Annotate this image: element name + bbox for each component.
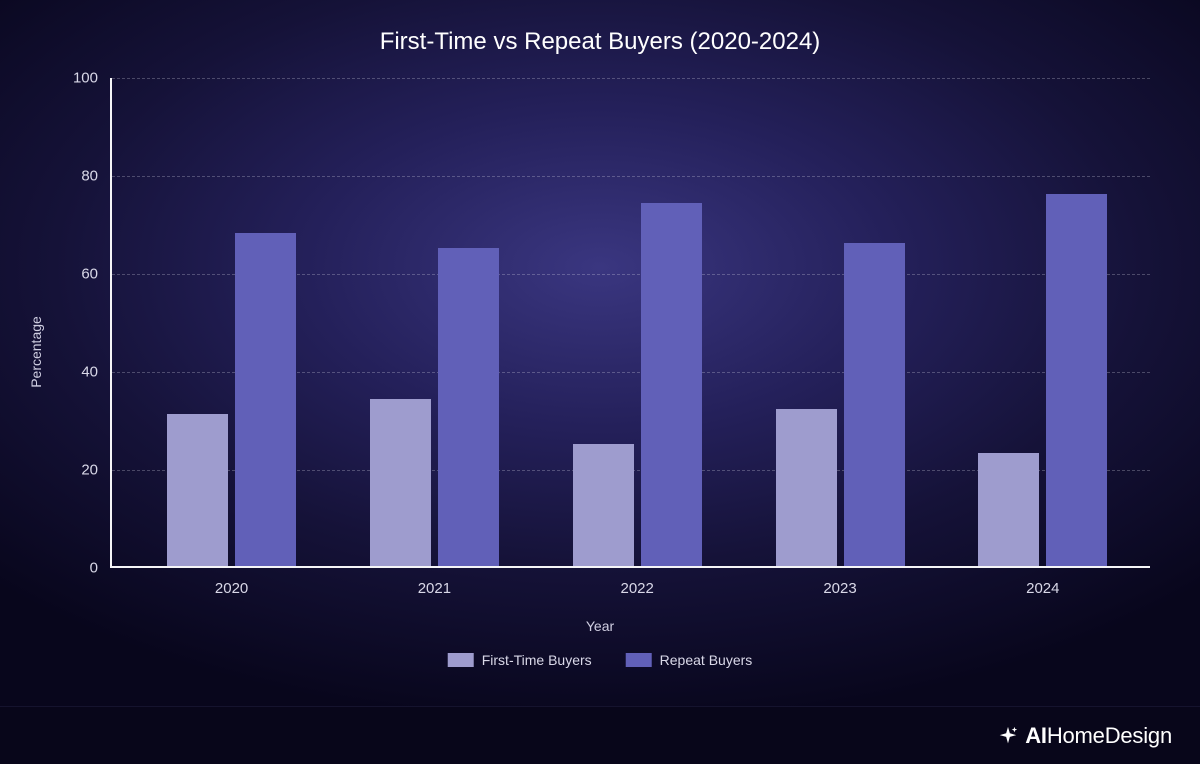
bar-repeat <box>641 203 702 566</box>
legend-label: Repeat Buyers <box>660 652 753 668</box>
bar-group: 2024 <box>978 78 1107 566</box>
bar-first-time <box>776 409 837 566</box>
legend: First-Time Buyers Repeat Buyers <box>448 652 753 668</box>
bar-first-time <box>167 414 228 566</box>
y-tick-label: 0 <box>90 560 112 577</box>
brand-text: AIHomeDesign <box>1025 723 1172 749</box>
x-tick-label: 2021 <box>418 566 451 597</box>
footer-bar: AIHomeDesign <box>0 706 1200 764</box>
legend-item-repeat: Repeat Buyers <box>626 652 753 668</box>
x-tick-label: 2024 <box>1026 566 1059 597</box>
bar-first-time <box>573 444 634 567</box>
bar-group: 2023 <box>776 78 905 566</box>
bar-repeat <box>844 243 905 566</box>
y-tick-label: 80 <box>81 168 112 185</box>
bar-first-time <box>978 453 1039 566</box>
x-tick-label: 2023 <box>823 566 856 597</box>
x-axis-label: Year <box>586 618 614 634</box>
y-tick-label: 20 <box>81 462 112 479</box>
plot-area: 02040608010020202021202220232024 <box>110 78 1150 568</box>
bar-repeat <box>438 248 499 567</box>
y-tick-label: 60 <box>81 266 112 283</box>
brand-text-ai: AI <box>1025 723 1047 748</box>
legend-item-first-time: First-Time Buyers <box>448 652 592 668</box>
brand-text-home: Home <box>1047 723 1105 748</box>
sparkle-icon <box>997 725 1019 747</box>
bar-first-time <box>370 399 431 566</box>
chart-title: First-Time vs Repeat Buyers (2020-2024) <box>0 0 1200 56</box>
y-axis-label: Percentage <box>28 316 44 388</box>
legend-swatch <box>448 653 474 667</box>
bar-repeat <box>235 233 296 566</box>
chart-container: First-Time vs Repeat Buyers (2020-2024) … <box>0 0 1200 704</box>
bar-repeat <box>1046 194 1107 566</box>
bar-group: 2022 <box>573 78 702 566</box>
brand-logo: AIHomeDesign <box>997 723 1172 749</box>
bar-group: 2020 <box>167 78 296 566</box>
y-tick-label: 40 <box>81 364 112 381</box>
x-tick-label: 2022 <box>621 566 654 597</box>
y-tick-label: 100 <box>73 70 112 87</box>
legend-label: First-Time Buyers <box>482 652 592 668</box>
legend-swatch <box>626 653 652 667</box>
x-tick-label: 2020 <box>215 566 248 597</box>
brand-text-design: Design <box>1105 723 1172 748</box>
bar-group: 2021 <box>370 78 499 566</box>
